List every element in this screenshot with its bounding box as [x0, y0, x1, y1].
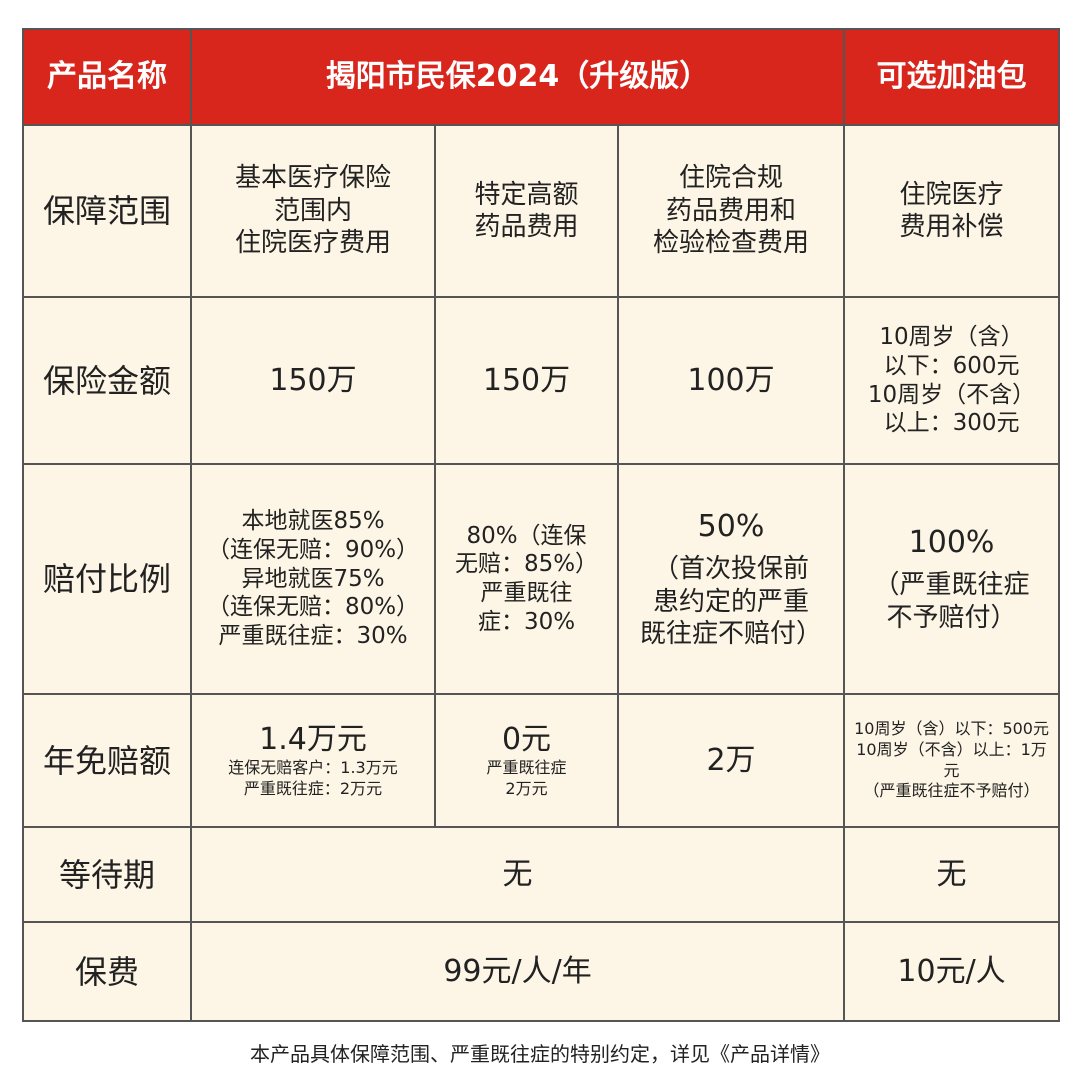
- cell-lead: 100万: [687, 362, 775, 398]
- cell-line: 10周岁（含）: [879, 324, 1024, 350]
- cell-line: 住院医疗: [899, 179, 1004, 210]
- cell-note: 10周岁（不含）以上：1万元: [856, 739, 1047, 780]
- cell-line: （连保无赔：90%）: [206, 536, 420, 563]
- cell: 特定高额 药品费用: [434, 124, 619, 298]
- header-addon: 可选加油包: [843, 28, 1061, 126]
- cell: 80%（连保 无赔：85%） 严重既往 症：30%: [434, 463, 619, 695]
- cell: 10周岁（含）以下：500元 10周岁（不含）以上：1万元 （严重既往症不予赔付）: [843, 693, 1061, 828]
- cell-lead: 10元/人: [897, 953, 1006, 989]
- cell: 住院医疗 费用补偿: [843, 124, 1061, 298]
- cell-line: （严重既往症: [873, 570, 1030, 601]
- cell-line: 严重既往症：30%: [218, 623, 408, 650]
- cell-note: 连保无赔客户：1.3万元: [228, 758, 398, 778]
- row-label: 保障范围: [22, 124, 192, 298]
- row: 年免赔额 1.4万元 连保无赔客户：1.3万元 严重既往症：2万元 0元 严重既往症 2万元…: [22, 693, 1061, 828]
- cell: 无: [189, 826, 846, 923]
- cell-line: 药品费用: [474, 212, 579, 242]
- cell: 基本医疗保险 范围内 住院医疗费用: [190, 124, 436, 298]
- coverage-table: 产品名称 揭阳市民保2024（升级版） 可选加油包 保障范围 基本医疗保险 范围内住…: [22, 28, 1061, 1022]
- footnote: 本产品具体保障范围、严重既往症的特别约定，详见《产品详情》: [250, 1042, 830, 1066]
- row-label: 保费: [22, 921, 192, 1022]
- cell: 1.4万元 连保无赔客户：1.3万元 严重既往症：2万元: [190, 693, 436, 828]
- cell: 2万: [616, 693, 846, 828]
- row: 等待期 无 无: [22, 826, 1061, 923]
- row: 赔付比例 本地就医85% （连保无赔：90%） 异地就医75% （连保无赔：80%） 严重…: [22, 463, 1061, 695]
- cell: 本地就医85% （连保无赔：90%） 异地就医75% （连保无赔：80%） 严重既往症：…: [190, 463, 436, 695]
- cell-lead: 无: [502, 856, 533, 892]
- cell-note: （严重既往症不予赔付）: [863, 781, 1040, 801]
- cell: 50% （首次投保前 患约定的严重 既往症不赔付）: [616, 463, 846, 695]
- cell: 150万: [434, 296, 619, 465]
- cell-lead: 50%: [697, 508, 765, 544]
- row-label: 保险金额: [22, 296, 192, 465]
- cell-line: 以上：300元: [883, 410, 1020, 437]
- cell-line: 以下：600元: [883, 352, 1020, 379]
- cell-note: 严重既往症: [486, 758, 567, 778]
- header-product: 揭阳市民保2024（升级版）: [189, 28, 846, 126]
- row: 保障范围 基本医疗保险 范围内 住院医疗费用 特定高额 药品费用 住院合规 药品费用和 检验检查…: [22, 124, 1061, 298]
- cell-line: 既往症不赔付）: [640, 619, 823, 649]
- cell-lead: 1.4万元: [259, 721, 367, 757]
- cell-line: 10周岁（不含）: [867, 381, 1036, 408]
- cell-line: 检验检查费用: [653, 228, 810, 259]
- cell: 住院合规 药品费用和 检验检查费用: [616, 124, 846, 298]
- cell: 10元/人: [843, 921, 1061, 1022]
- cell-line: 特定高额: [474, 179, 579, 210]
- cell-line: 本地就医85%: [241, 508, 385, 535]
- cell-line: 严重既往: [480, 580, 573, 606]
- row-label: 赔付比例: [22, 463, 192, 695]
- cell-line: 药品费用和: [666, 195, 797, 226]
- cell-line: 费用补偿: [899, 212, 1004, 242]
- row: 保险金额 150万 150万 100万 10周岁（含） 以下：600元 10周岁（不含） 以上…: [22, 296, 1061, 465]
- cell-line: 症：30%: [477, 608, 576, 635]
- cell-note: 2万元: [505, 779, 548, 799]
- cell-line: 无赔：85%）: [454, 551, 599, 578]
- cell-line: 范围内: [273, 195, 352, 226]
- cell: 0元 严重既往症 2万元: [434, 693, 619, 828]
- cell-line: 患约定的严重: [653, 586, 810, 617]
- cell-line: 不予赔付）: [886, 602, 1017, 633]
- cell-lead: 0元: [501, 721, 552, 757]
- cell-line: （连保无赔：80%）: [206, 594, 420, 621]
- cell: 100% （严重既往症 不予赔付）: [843, 463, 1061, 695]
- cell-lead: 150万: [269, 362, 357, 398]
- cell-line: 住院医疗费用: [234, 228, 391, 259]
- cell-lead: 150万: [482, 362, 571, 398]
- cell: 10周岁（含） 以下：600元 10周岁（不含） 以上：300元: [843, 296, 1061, 465]
- cell-line: 基本医疗保险: [234, 163, 391, 194]
- cell: 99元/人/年: [189, 921, 846, 1022]
- header-row: 产品名称 揭阳市民保2024（升级版） 可选加油包: [22, 28, 1061, 126]
- cell-note: 10周岁（含）以下：500元: [854, 718, 1049, 738]
- cell-lead: 99元/人/年: [443, 953, 592, 989]
- cell: 100万: [616, 296, 846, 465]
- cell-line: 80%（连保: [466, 522, 587, 549]
- cell-lead: 无: [936, 856, 967, 892]
- cell-lead: 100%: [908, 524, 995, 560]
- cell: 无: [843, 826, 1061, 923]
- cell-line: 住院合规: [679, 163, 784, 194]
- row-label: 等待期: [22, 826, 192, 923]
- cell-lead: 2万: [706, 742, 756, 778]
- cell: 150万: [190, 296, 436, 465]
- cell-line: （首次投保前: [653, 554, 810, 584]
- cell-note: 严重既往症：2万元: [243, 779, 383, 799]
- row-label: 年免赔额: [22, 693, 192, 828]
- header-label: 产品名称: [22, 28, 192, 126]
- row: 保费 99元/人/年 10元/人: [22, 921, 1061, 1022]
- cell-line: 异地就医75%: [241, 565, 385, 592]
